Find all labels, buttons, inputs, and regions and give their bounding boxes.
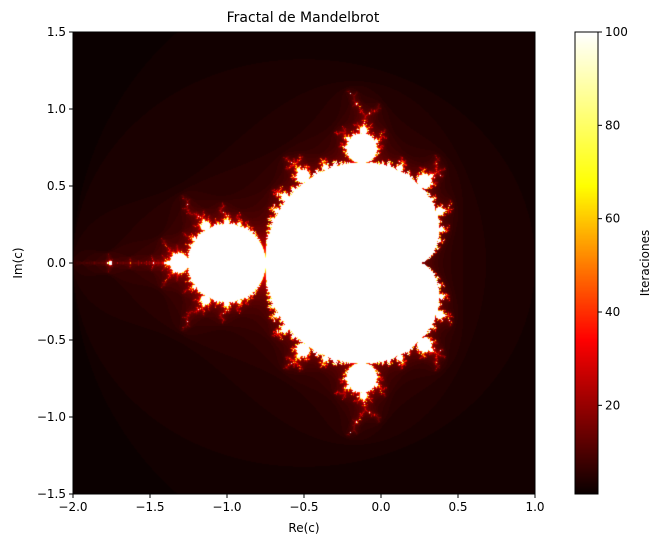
colorbar-tick-label: 60 xyxy=(605,212,620,226)
y-axis-label: Im(c) xyxy=(11,247,25,278)
x-tick-label: −0.5 xyxy=(289,500,318,514)
chart-title: Fractal de Mandelbrot xyxy=(227,10,380,26)
x-axis-label: Re(c) xyxy=(288,521,319,535)
y-tick-label: −1.0 xyxy=(37,410,66,424)
colorbar-frame xyxy=(574,31,599,495)
mandelbrot-heatmap xyxy=(73,32,535,494)
x-tick-label: 0.5 xyxy=(448,500,467,514)
colorbar-label: Iteraciones xyxy=(638,230,652,296)
y-axis: −1.5 −1.0 −0.5 0.0 0.5 1.0 1.5 xyxy=(37,25,73,501)
y-tick-label: 0.0 xyxy=(47,256,66,270)
colorbar-tick-label: 20 xyxy=(605,398,620,412)
y-tick-label: −0.5 xyxy=(37,333,66,347)
colorbar-tick-label: 80 xyxy=(605,118,620,132)
x-axis: −2.0 −1.5 −1.0 −0.5 0.0 0.5 1.0 xyxy=(58,494,545,514)
x-tick-label: 1.0 xyxy=(525,500,544,514)
y-tick-label: 1.5 xyxy=(47,25,66,39)
x-tick-label: −1.0 xyxy=(212,500,241,514)
y-tick-label: 1.0 xyxy=(47,102,66,116)
x-tick-label: 0.0 xyxy=(371,500,390,514)
x-tick-label: −2.0 xyxy=(58,500,87,514)
heatmap-image-wrapper xyxy=(73,32,535,494)
colorbar-gradient-wrapper xyxy=(575,32,598,494)
colorbar-tick-label: 40 xyxy=(605,305,620,319)
colorbar: 20 40 60 80 100 Iteraciones xyxy=(574,25,652,495)
colorbar-ticks: 20 40 60 80 100 xyxy=(598,25,628,412)
colorbar-gradient xyxy=(575,32,598,494)
y-tick-label: −1.5 xyxy=(37,487,66,501)
x-tick-label: −1.5 xyxy=(135,500,164,514)
plot-area xyxy=(72,31,536,495)
colorbar-tick-label: 100 xyxy=(605,25,628,39)
y-tick-label: 0.5 xyxy=(47,179,66,193)
